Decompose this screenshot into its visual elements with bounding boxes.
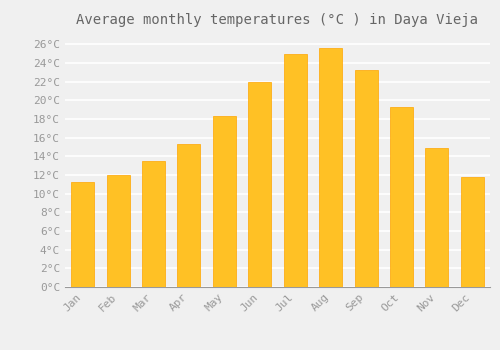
Title: Average monthly temperatures (°C ) in Daya Vieja: Average monthly temperatures (°C ) in Da… <box>76 13 478 27</box>
Bar <box>248 82 272 287</box>
Bar <box>213 116 236 287</box>
Bar <box>354 70 378 287</box>
Bar <box>319 48 342 287</box>
Bar <box>461 177 484 287</box>
Bar <box>71 182 94 287</box>
Bar <box>284 54 306 287</box>
Bar <box>142 161 165 287</box>
Bar <box>426 148 448 287</box>
Bar <box>390 107 413 287</box>
Bar <box>106 175 130 287</box>
Bar <box>178 144 201 287</box>
